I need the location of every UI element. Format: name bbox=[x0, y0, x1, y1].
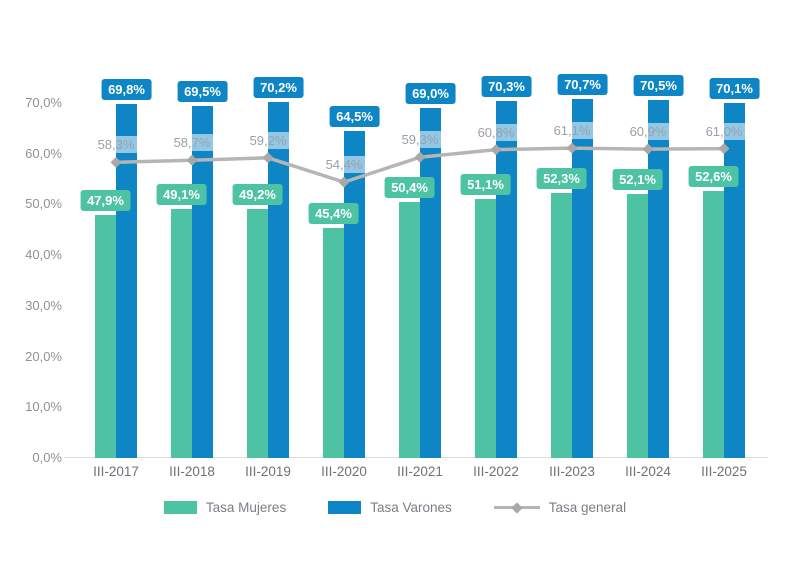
line-marker-icon bbox=[566, 142, 578, 154]
legend-item-general: Tasa general bbox=[493, 500, 627, 515]
bar-group bbox=[610, 0, 686, 458]
y-tick-label: 10,0% bbox=[25, 399, 62, 415]
y-axis: 0,0% 10,0% 20,0% 30,0% 40,0% 50,0% 60,0% 70,0% bbox=[0, 0, 62, 465]
x-tick-label: III-2019 bbox=[245, 464, 291, 479]
y-tick-label: 70,0% bbox=[25, 95, 62, 110]
x-tick-label: III-2023 bbox=[549, 464, 595, 479]
y-tick-label: 50,0% bbox=[25, 196, 62, 212]
y-tick-label: 30,0% bbox=[25, 297, 62, 313]
x-tick-label: III-2022 bbox=[473, 464, 519, 479]
x-tick-label: III-2018 bbox=[169, 464, 215, 479]
bar-mujeres bbox=[627, 193, 648, 458]
legend-label-varones: Tasa Varones bbox=[370, 500, 452, 515]
bar-group bbox=[686, 0, 762, 458]
line-marker-icon bbox=[414, 151, 426, 163]
legend-item-mujeres: Tasa Mujeres bbox=[163, 500, 287, 515]
y-tick-label: 40,0% bbox=[25, 247, 62, 263]
bar-mujeres bbox=[95, 215, 116, 458]
y-tick-label: 60,0% bbox=[25, 145, 62, 161]
legend-swatch-varones bbox=[328, 501, 362, 514]
line-marker-icon bbox=[338, 176, 350, 188]
bar-varones bbox=[724, 102, 745, 458]
y-tick-label: 20,0% bbox=[25, 348, 62, 364]
legend-label-mujeres: Tasa Mujeres bbox=[205, 500, 287, 515]
bar-mujeres bbox=[475, 198, 496, 458]
legend-swatch-mujeres bbox=[163, 501, 197, 514]
line-marker-icon bbox=[186, 154, 198, 166]
line-marker-icon bbox=[262, 152, 274, 164]
legend-line-marker-icon bbox=[511, 501, 523, 514]
bar-mujeres bbox=[247, 208, 268, 458]
x-tick-label: III-2024 bbox=[625, 464, 671, 479]
bar-mujeres bbox=[171, 209, 192, 458]
plot-area: 47,9% 69,8% 58,3% 49,1% 69,5% 58,7% 49,2% 70,2%… bbox=[64, 0, 768, 458]
bar-mujeres bbox=[551, 192, 572, 458]
legend-swatch-general-line bbox=[493, 501, 540, 514]
legend: Tasa Mujeres Tasa Varones Tasa general bbox=[0, 500, 790, 515]
bar-group bbox=[534, 0, 610, 458]
bar-mujeres bbox=[323, 227, 344, 458]
bar-mujeres bbox=[399, 202, 420, 458]
x-tick-label: III-2025 bbox=[701, 464, 747, 479]
x-axis: III-2017 III-2018 III-2019 III-2020 III-2021… bbox=[78, 464, 762, 479]
line-marker-icon bbox=[642, 143, 654, 155]
bar-mujeres bbox=[703, 191, 724, 458]
bar-varones bbox=[648, 100, 669, 458]
trend-line-overlay bbox=[110, 142, 730, 188]
x-tick-label: III-2020 bbox=[321, 464, 367, 479]
x-tick-label: III-2021 bbox=[397, 464, 443, 479]
line-marker-icon bbox=[110, 156, 122, 168]
x-tick-label: III-2017 bbox=[93, 464, 139, 479]
bar-varones bbox=[572, 99, 593, 458]
y-tick-label: 0,0% bbox=[32, 450, 62, 465]
legend-item-varones: Tasa Varones bbox=[328, 500, 452, 515]
line-marker-icon bbox=[718, 143, 730, 155]
legend-label-general: Tasa general bbox=[548, 500, 627, 515]
line-marker-icon bbox=[490, 144, 502, 156]
